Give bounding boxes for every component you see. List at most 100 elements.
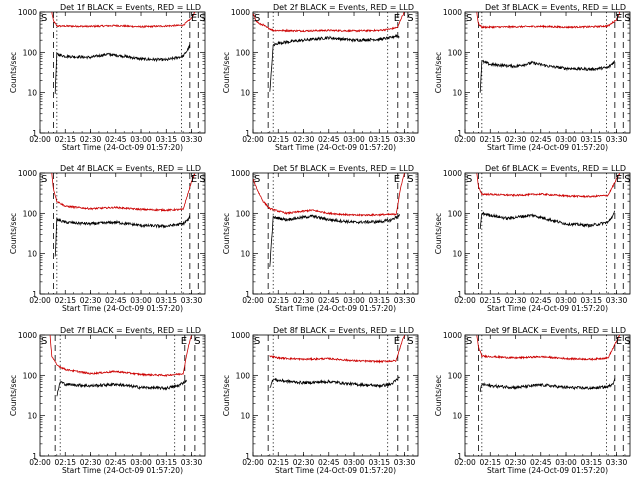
y-axis-title: Counts/sec xyxy=(9,213,18,254)
x-tick-label: 02:30 xyxy=(80,458,102,467)
y-axis-title: Counts/sec xyxy=(222,375,231,416)
start-marker-label: S xyxy=(199,174,205,185)
x-axis-title: Start Time (24-Oct-09 01:57:20) xyxy=(62,143,183,152)
start-marker-label: S xyxy=(41,336,47,347)
events-series-line xyxy=(479,210,616,229)
x-tick-label: 03:00 xyxy=(343,296,365,305)
start-marker-label: S xyxy=(41,13,47,24)
y-tick-label: 1000 xyxy=(231,331,250,340)
x-tick-label: 02:15 xyxy=(479,135,501,144)
x-tick-label: 02:15 xyxy=(54,135,76,144)
y-tick-label: 1 xyxy=(245,290,250,299)
x-tick-label: 03:30 xyxy=(394,135,416,144)
end-marker-label: E xyxy=(181,336,187,347)
events-series-line xyxy=(479,59,616,93)
end-marker-label: E xyxy=(394,13,400,24)
end-marker-label: E xyxy=(616,174,622,185)
events-series-line xyxy=(54,44,191,94)
x-axis-title: Start Time (24-Oct-09 01:57:20) xyxy=(275,143,396,152)
start-marker-label: S xyxy=(254,174,260,185)
y-tick-label: 1 xyxy=(457,452,462,461)
y-tick-label: 1 xyxy=(32,290,37,299)
x-axis-title: Start Time (24-Oct-09 01:57:20) xyxy=(62,466,183,475)
x-tick-label: 02:30 xyxy=(505,135,527,144)
y-tick-label: 1000 xyxy=(443,331,462,340)
chart-title: Det 1f BLACK = Events, RED = LLD xyxy=(60,3,201,12)
x-tick-label: 02:45 xyxy=(105,458,127,467)
y-tick-label: 1000 xyxy=(231,169,250,178)
x-tick-label: 02:00 xyxy=(242,135,264,144)
plot-frame xyxy=(464,11,631,134)
x-tick-label: 03:00 xyxy=(555,458,577,467)
x-tick-label: 02:15 xyxy=(267,458,289,467)
x-tick-label: 02:30 xyxy=(505,458,527,467)
y-tick-label: 100 xyxy=(236,371,251,380)
x-tick-label: 03:15 xyxy=(368,135,390,144)
plot-frame xyxy=(252,11,419,134)
x-axis-title: Start Time (24-Oct-09 01:57:20) xyxy=(275,304,396,313)
events-series-line xyxy=(269,376,400,389)
chart-title: Det 4f BLACK = Events, RED = LLD xyxy=(60,164,201,173)
chart-title: Det 7f BLACK = Events, RED = LLD xyxy=(60,326,201,335)
x-tick-label: 02:45 xyxy=(105,296,127,305)
x-tick-label: 03:15 xyxy=(580,296,602,305)
x-tick-label: 02:45 xyxy=(318,296,340,305)
start-marker-label: S xyxy=(466,336,472,347)
x-tick-label: 03:30 xyxy=(606,296,628,305)
x-tick-label: 03:00 xyxy=(130,296,152,305)
x-tick-label: 02:30 xyxy=(505,296,527,305)
y-tick-label: 10 xyxy=(452,89,462,98)
start-marker-label: S xyxy=(466,174,472,185)
x-tick-label: 02:45 xyxy=(530,296,552,305)
plot-frame xyxy=(464,334,631,457)
y-tick-label: 1 xyxy=(457,129,462,138)
x-tick-label: 02:00 xyxy=(454,135,476,144)
y-tick-label: 10 xyxy=(27,412,37,421)
y-axis-title: Counts/sec xyxy=(434,213,443,254)
start-marker-label: S xyxy=(41,174,47,185)
y-tick-label: 100 xyxy=(23,209,38,218)
y-tick-label: 10 xyxy=(452,250,462,259)
x-tick-label: 02:30 xyxy=(293,296,315,305)
lld-series-line xyxy=(269,335,405,364)
y-tick-label: 1 xyxy=(457,290,462,299)
start-marker-label: S xyxy=(254,13,260,24)
events-series-line xyxy=(269,33,400,92)
start-marker-label: S xyxy=(624,174,630,185)
end-marker-label: E xyxy=(616,336,622,347)
y-tick-label: 1000 xyxy=(443,8,462,17)
plot-frame xyxy=(39,11,206,134)
events-series-line xyxy=(54,214,191,257)
y-tick-label: 1 xyxy=(32,129,37,138)
x-tick-label: 02:45 xyxy=(318,135,340,144)
x-tick-label: 02:45 xyxy=(530,135,552,144)
x-tick-label: 03:30 xyxy=(394,296,416,305)
start-marker-label: S xyxy=(407,13,413,24)
chart-panel: Det 3f BLACK = Events, RED = LLD 1 10 100 10… xyxy=(434,3,631,152)
y-tick-label: 100 xyxy=(448,371,463,380)
start-marker-label: S xyxy=(199,13,205,24)
plot-frame xyxy=(252,172,419,295)
y-tick-label: 10 xyxy=(240,89,250,98)
chart-panel: Det 7f BLACK = Events, RED = LLD 1 10 100 10… xyxy=(9,326,206,475)
x-axis-title: Start Time (24-Oct-09 01:57:20) xyxy=(62,304,183,313)
x-tick-label: 03:00 xyxy=(130,458,152,467)
start-marker-label: S xyxy=(624,336,630,347)
lld-series-line xyxy=(476,173,621,199)
x-tick-label: 03:15 xyxy=(155,135,177,144)
x-tick-label: 03:15 xyxy=(155,458,177,467)
lld-series-line xyxy=(51,11,196,29)
y-tick-label: 10 xyxy=(240,412,250,421)
plot-frame xyxy=(39,334,206,457)
chart-title: Det 8f BLACK = Events, RED = LLD xyxy=(273,326,414,335)
y-axis-title: Counts/sec xyxy=(9,375,18,416)
lld-series-line xyxy=(476,11,621,30)
y-tick-label: 1 xyxy=(245,129,250,138)
x-tick-label: 02:15 xyxy=(479,296,501,305)
end-marker-label: E xyxy=(191,174,197,185)
y-tick-label: 1000 xyxy=(18,169,37,178)
events-series-line xyxy=(56,379,187,397)
x-axis-title: Start Time (24-Oct-09 01:57:20) xyxy=(275,466,396,475)
chart-panel: Det 5f BLACK = Events, RED = LLD 1 10 100 10… xyxy=(222,164,419,313)
